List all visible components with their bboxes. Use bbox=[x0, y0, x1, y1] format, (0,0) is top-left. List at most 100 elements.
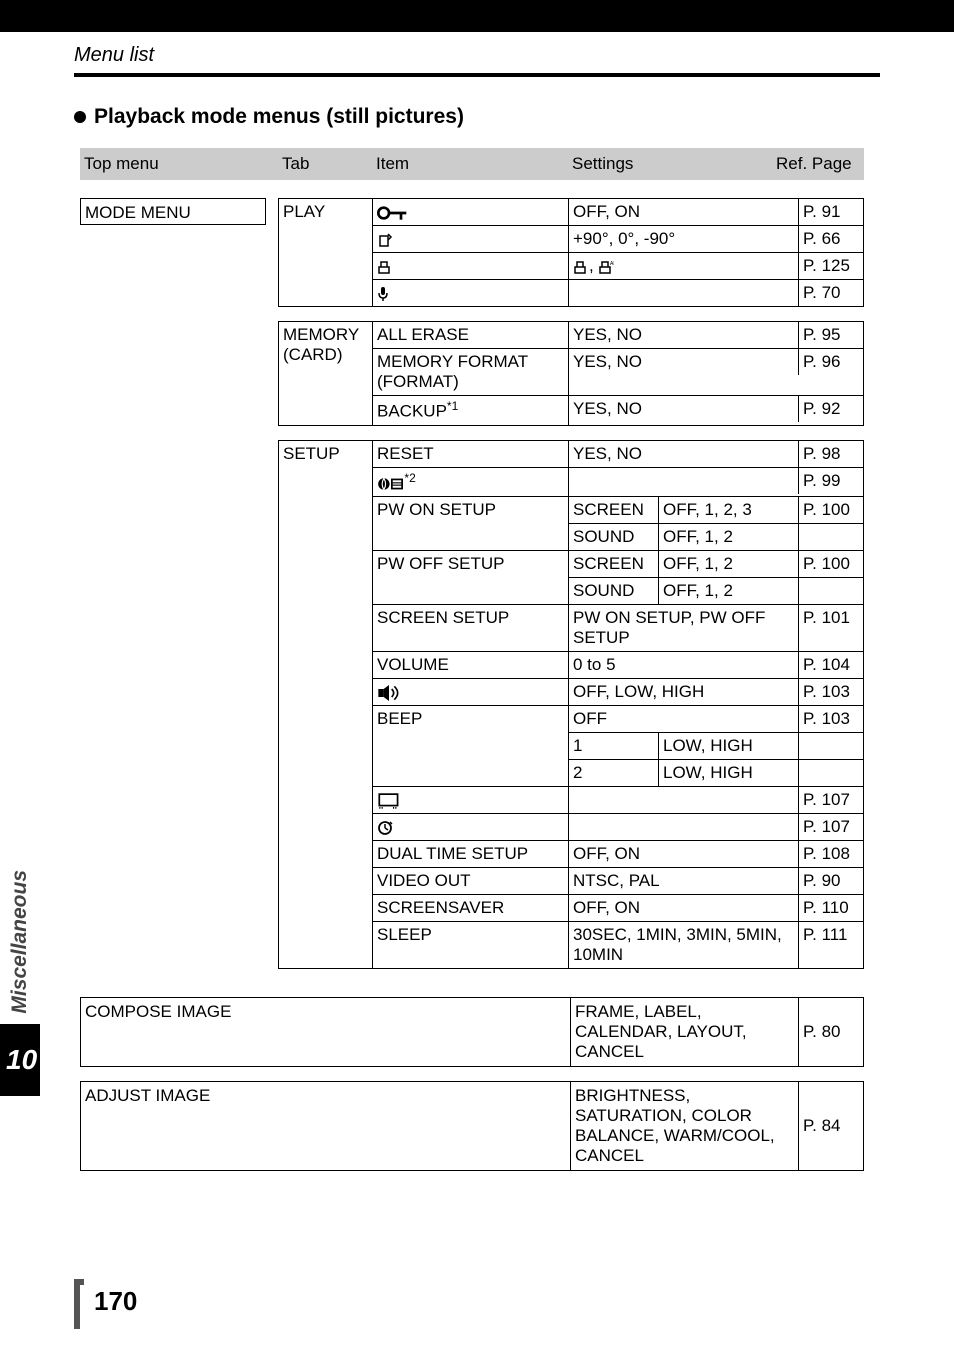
mem-0-ref: P. 95 bbox=[799, 322, 863, 348]
section-title: Playback mode menus (still pictures) bbox=[94, 105, 464, 129]
play-tab-label: PLAY bbox=[279, 199, 373, 306]
setup-tab-label: SETUP bbox=[279, 441, 373, 969]
setup-2-sub1-0: SCREEN bbox=[569, 497, 659, 523]
setup-item-5: VOLUME bbox=[373, 652, 569, 678]
content-area: MODE MENU PLAY OFF, ONP. 91 bbox=[80, 198, 864, 1171]
col-item: Item bbox=[372, 148, 568, 180]
mem-2-set: YES, NO bbox=[569, 396, 799, 422]
setup-2-sub2-1: OFF, 1, 2 bbox=[659, 524, 799, 550]
setup-3-ref-1 bbox=[799, 578, 863, 604]
play-0-setting: OFF, ON bbox=[569, 199, 799, 225]
adjust-name: ADJUST IMAGE bbox=[81, 1082, 571, 1170]
setup-7-sub1-1: 1 bbox=[569, 733, 659, 759]
setup-3-sub2-1: OFF, 1, 2 bbox=[659, 578, 799, 604]
setup-8-val-0 bbox=[569, 787, 799, 813]
setup-2-sub2-0: OFF, 1, 2, 3 bbox=[659, 497, 799, 523]
side-number: 10 bbox=[0, 1024, 40, 1096]
print-icon bbox=[373, 253, 569, 279]
mode-menu-block: MODE MENU PLAY OFF, ONP. 91 bbox=[80, 198, 864, 983]
setup-7-ref-1 bbox=[799, 733, 863, 759]
setup-3-ref-0: P. 100 bbox=[799, 551, 863, 577]
page-number: 170 bbox=[94, 1286, 137, 1317]
key-icon bbox=[373, 199, 569, 225]
header-title: Menu list bbox=[74, 44, 880, 71]
setup-item-8 bbox=[373, 787, 569, 813]
setup-11-val-0: NTSC, PAL bbox=[569, 868, 799, 894]
setup-10-ref-0: P. 108 bbox=[799, 841, 863, 867]
setup-table: SETUP RESETYES, NOP. 98*2P. 99PW ON SETU… bbox=[278, 440, 864, 970]
setup-2-ref-0: P. 100 bbox=[799, 497, 863, 523]
play-0-ref: P. 91 bbox=[799, 199, 863, 225]
setup-5-val-0: 0 to 5 bbox=[569, 652, 799, 678]
setup-item-4: SCREEN SETUP bbox=[373, 605, 569, 651]
print-setting-icon: , ALL bbox=[569, 253, 799, 279]
setup-7-ref-0: P. 103 bbox=[799, 706, 863, 732]
tabs-column: PLAY OFF, ONP. 91 +90°, 0°, bbox=[278, 198, 864, 983]
setup-11-ref-0: P. 90 bbox=[799, 868, 863, 894]
side-label: Miscellaneous bbox=[8, 870, 32, 1014]
setup-3-sub1-1: SOUND bbox=[569, 578, 659, 604]
setup-6-val-0: OFF, LOW, HIGH bbox=[569, 679, 799, 705]
setup-item-7: BEEP bbox=[373, 706, 569, 786]
col-top-menu: Top menu bbox=[80, 148, 278, 180]
setup-12-ref-0: P. 110 bbox=[799, 895, 863, 921]
bullet-icon bbox=[74, 111, 86, 123]
mem-0-set: YES, NO bbox=[569, 322, 799, 348]
setup-item-6 bbox=[373, 679, 569, 705]
gap bbox=[266, 198, 278, 983]
adjust-setting: BRIGHTNESS, SATURATION, COLOR BALANCE, W… bbox=[571, 1082, 799, 1170]
setup-item-9 bbox=[373, 814, 569, 840]
setup-2-sub1-1: SOUND bbox=[569, 524, 659, 550]
setup-item-11: VIDEO OUT bbox=[373, 868, 569, 894]
compose-name: COMPOSE IMAGE bbox=[81, 998, 571, 1066]
setup-9-val-0 bbox=[569, 814, 799, 840]
setup-10-val-0: OFF, ON bbox=[569, 841, 799, 867]
page-marker bbox=[74, 1279, 84, 1329]
memory-tab-label: MEMORY (CARD) bbox=[279, 322, 373, 425]
adjust-ref: P. 84 bbox=[799, 1082, 863, 1170]
compose-row: COMPOSE IMAGE FRAME, LABEL, CALENDAR, LA… bbox=[80, 997, 864, 1067]
setup-13-ref-0: P. 111 bbox=[799, 922, 863, 968]
svg-text:ALL: ALL bbox=[610, 261, 614, 267]
play-3-setting bbox=[569, 280, 799, 306]
mem-1-ref: P. 96 bbox=[799, 349, 863, 375]
setup-item-0: RESET bbox=[373, 441, 569, 467]
setup-4-ref-0: P. 101 bbox=[799, 605, 863, 651]
setup-12-val-0: OFF, ON bbox=[569, 895, 799, 921]
col-tab: Tab bbox=[278, 148, 372, 180]
setup-2-ref-1 bbox=[799, 524, 863, 550]
mode-menu-cell: MODE MENU bbox=[80, 198, 266, 225]
setup-item-13: SLEEP bbox=[373, 922, 569, 968]
setup-7-val-0: OFF bbox=[569, 706, 799, 732]
page-header: Menu list bbox=[74, 44, 880, 77]
setup-1-ref-0: P. 99 bbox=[799, 468, 863, 494]
setup-7-ref-2 bbox=[799, 760, 863, 786]
section-title-row: Playback mode menus (still pictures) bbox=[74, 105, 464, 129]
rotate-icon bbox=[373, 226, 569, 252]
play-2-ref: P. 125 bbox=[799, 253, 863, 279]
setup-item-1: *2 bbox=[373, 468, 569, 497]
setup-6-ref-0: P. 103 bbox=[799, 679, 863, 705]
adjust-row: ADJUST IMAGE BRIGHTNESS, SATURATION, COL… bbox=[80, 1081, 864, 1171]
setup-item-12: SCREENSAVER bbox=[373, 895, 569, 921]
setup-7-sub2-2: LOW, HIGH bbox=[659, 760, 799, 786]
mem-2-name: BACKUP*1 bbox=[373, 396, 569, 425]
col-ref: Ref. Page bbox=[772, 148, 860, 180]
mode-menu-label: MODE MENU bbox=[85, 203, 191, 222]
setup-7-sub2-1: LOW, HIGH bbox=[659, 733, 799, 759]
side-tab: Miscellaneous 10 bbox=[0, 870, 40, 1096]
play-table: PLAY OFF, ONP. 91 +90°, 0°, bbox=[278, 198, 864, 307]
setup-3-sub2-0: OFF, 1, 2 bbox=[659, 551, 799, 577]
setup-item-10: DUAL TIME SETUP bbox=[373, 841, 569, 867]
setup-1-val-0 bbox=[569, 468, 799, 494]
setup-8-ref-0: P. 107 bbox=[799, 787, 863, 813]
setup-item-2: PW ON SETUP bbox=[373, 497, 569, 550]
setup-4-val-0: PW ON SETUP, PW OFF SETUP bbox=[569, 605, 799, 651]
col-settings: Settings bbox=[568, 148, 772, 180]
mem-2-ref: P. 92 bbox=[799, 396, 863, 422]
setup-13-val-0: 30SEC, 1MIN, 3MIN, 5MIN, 10MIN bbox=[569, 922, 799, 968]
mic-icon bbox=[373, 280, 569, 306]
mem-1-set: YES, NO bbox=[569, 349, 799, 375]
setup-item-3: PW OFF SETUP bbox=[373, 551, 569, 604]
memory-table: MEMORY (CARD) ALL ERASE YES, NOP. 95 MEM… bbox=[278, 321, 864, 426]
